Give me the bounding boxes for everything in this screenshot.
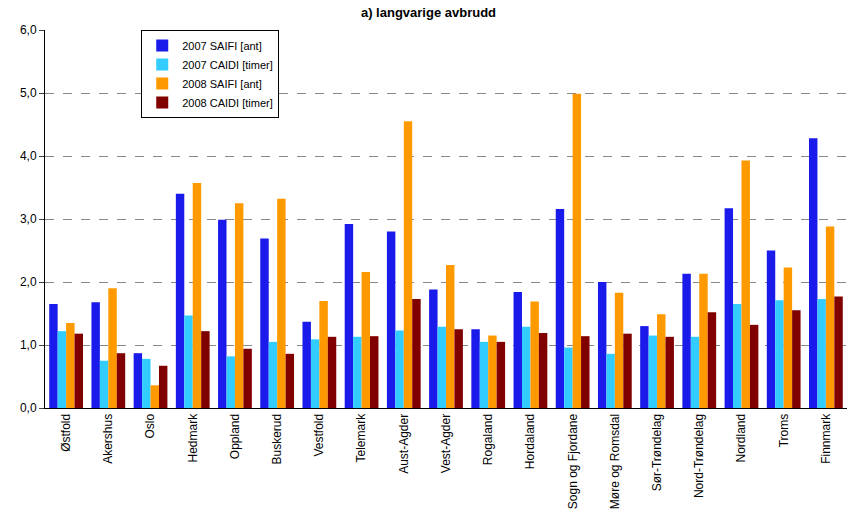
svg-text:Troms: Troms: [777, 414, 791, 448]
svg-text:Hedmark: Hedmark: [186, 413, 200, 463]
svg-text:3,0: 3,0: [20, 212, 37, 226]
svg-text:Rogaland: Rogaland: [481, 414, 495, 465]
svg-text:Nordland: Nordland: [734, 414, 748, 463]
svg-text:2008 SAIFI [ant]: 2008 SAIFI [ant]: [182, 78, 261, 90]
svg-text:a) langvarige avbrudd: a) langvarige avbrudd: [361, 5, 496, 20]
svg-text:Akershus: Akershus: [101, 414, 115, 464]
svg-text:2007 CAIDI [timer]: 2007 CAIDI [timer]: [182, 59, 272, 71]
svg-text:2007 SAIFI [ant]: 2007 SAIFI [ant]: [182, 40, 261, 52]
svg-text:Sogn og Fjordane: Sogn og Fjordane: [566, 413, 580, 509]
svg-text:Oslo: Oslo: [143, 413, 157, 438]
svg-text:4,0: 4,0: [20, 149, 37, 163]
svg-text:5,0: 5,0: [20, 86, 37, 100]
svg-text:Nord-Trøndelag: Nord-Trøndelag: [692, 414, 706, 498]
svg-text:Vestfold: Vestfold: [312, 414, 326, 457]
svg-text:Buskerud: Buskerud: [270, 414, 284, 465]
svg-text:Østfold: Østfold: [59, 414, 73, 452]
svg-text:Oppland: Oppland: [228, 414, 242, 459]
svg-text:Sør-Trøndelag: Sør-Trøndelag: [650, 414, 664, 492]
svg-text:Møre og Romsdal: Møre og Romsdal: [608, 414, 622, 509]
svg-text:1,0: 1,0: [20, 338, 37, 352]
svg-text:0,0: 0,0: [20, 401, 37, 415]
svg-text:2,0: 2,0: [20, 275, 37, 289]
svg-text:Telemark: Telemark: [354, 413, 368, 463]
svg-text:Finnmark: Finnmark: [819, 413, 833, 464]
svg-text:Aust-Agder: Aust-Agder: [397, 414, 411, 474]
svg-text:Vest-Agder: Vest-Agder: [439, 414, 453, 473]
svg-text:Hordaland: Hordaland: [523, 414, 537, 469]
svg-text:6,0: 6,0: [20, 23, 37, 37]
svg-text:2008 CAIDI [timer]: 2008 CAIDI [timer]: [182, 97, 272, 109]
